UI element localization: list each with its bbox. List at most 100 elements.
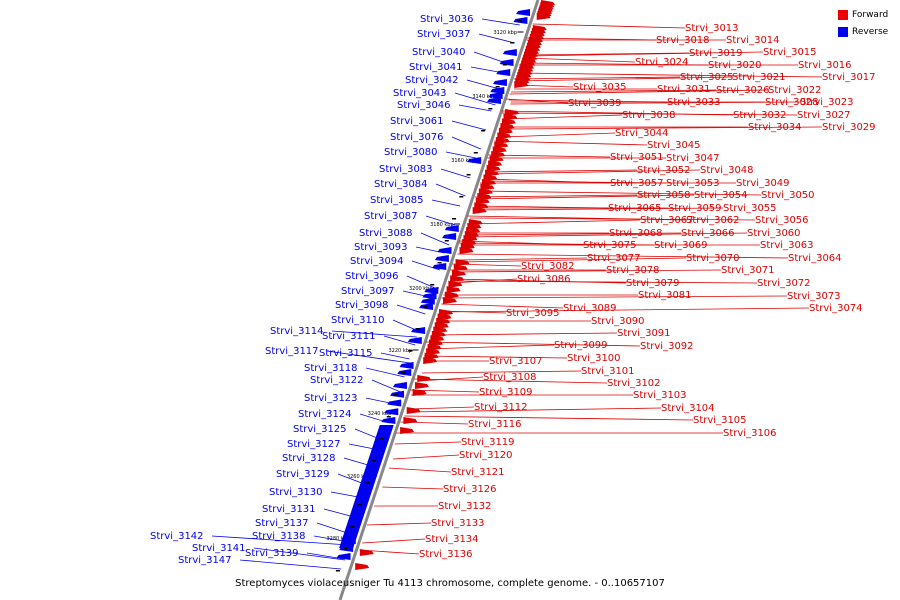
forward-gene-label: Strvi_3029	[822, 122, 876, 133]
forward-gene-label: Strvi_3016	[798, 60, 852, 71]
reverse-gene-label: Strvi_3110	[331, 315, 385, 326]
forward-gene-label: Strvi_3134	[425, 534, 479, 545]
forward-leader-line	[409, 407, 662, 413]
reverse-gene-glyph	[411, 327, 426, 334]
reverse-gene-label: Strvi_3142	[150, 531, 204, 542]
reverse-gene-label: Strvi_3043	[393, 88, 447, 99]
reverse-leader-line	[380, 352, 410, 360]
reverse-leader-line	[326, 350, 411, 364]
forward-gene-glyph	[501, 118, 516, 126]
forward-leader-line	[457, 253, 789, 259]
reverse-gene-glyph	[407, 337, 422, 344]
forward-gene-label: Strvi_3121	[451, 467, 505, 478]
reverse-gene-label: Strvi_3138	[252, 531, 306, 542]
reverse-gene-glyph	[392, 382, 407, 389]
axis-tick-label: 3240 kbp	[368, 411, 392, 417]
axis-tick-label: 3200 kbp	[409, 286, 433, 292]
reverse-leader-line	[435, 183, 466, 197]
axis-marker	[379, 438, 384, 440]
reverse-gene-label: Strvi_3036	[420, 14, 474, 25]
forward-gene-label: Strvi_3017	[822, 72, 876, 83]
reverse-gene-glyph	[432, 263, 447, 270]
reverse-gene-glyph	[492, 79, 507, 86]
forward-gene-glyph	[488, 160, 503, 168]
forward-leader-line	[472, 207, 724, 211]
reverse-gene-label: Strvi_3085	[370, 195, 424, 206]
forward-leader-line	[394, 441, 462, 445]
forward-gene-label: Strvi_3106	[723, 428, 777, 439]
forward-gene-label: Strvi_3089	[563, 303, 617, 314]
forward-gene-glyph	[494, 141, 509, 149]
forward-gene-glyph	[355, 563, 370, 570]
reverse-leader-line	[396, 304, 426, 315]
forward-gene-label: Strvi_3086	[517, 274, 571, 285]
forward-gene-glyph	[359, 549, 374, 556]
reverse-gene-label: Strvi_3128	[282, 453, 336, 464]
forward-leader-line	[404, 415, 694, 421]
reverse-gene-label: Strvi_3096	[345, 271, 399, 282]
forward-gene-label: Strvi_3032	[733, 110, 787, 121]
reverse-leader-line	[425, 215, 455, 226]
forward-label: Forward	[852, 10, 889, 20]
forward-gene-glyph	[455, 259, 470, 266]
axis-marker	[517, 20, 522, 22]
forward-gene-label: Strvi_3072	[757, 278, 811, 289]
axis-marker	[488, 108, 493, 110]
axis-marker	[364, 482, 369, 484]
forward-gene-label: Strvi_3109	[479, 387, 533, 398]
forward-leader-line	[441, 295, 788, 299]
forward-leader-line	[487, 169, 701, 175]
forward-gene-label: Strvi_3099	[554, 340, 608, 351]
axis-marker	[466, 174, 471, 176]
forward-gene-label: Strvi_3031	[657, 84, 711, 95]
reverse-gene-block	[339, 425, 394, 548]
forward-gene-label: Strvi_3035	[573, 82, 627, 93]
forward-gene-label: Strvi_3050	[761, 190, 815, 201]
reverse-gene-label: Strvi_3061	[390, 116, 444, 127]
forward-gene-label: Strvi_3056	[755, 215, 809, 226]
forward-gene-glyph	[451, 269, 466, 277]
reverse-leader-line	[478, 33, 515, 44]
axis-marker	[473, 152, 478, 154]
forward-gene-glyph	[497, 132, 512, 140]
reverse-gene-glyph	[496, 69, 511, 76]
forward-leader-line	[388, 467, 452, 473]
forward-leader-line	[458, 257, 588, 261]
forward-gene-glyph	[444, 291, 459, 299]
forward-leader-line	[476, 194, 695, 200]
forward-leader-line	[465, 232, 748, 238]
forward-gene-glyph	[450, 275, 465, 283]
axis-marker	[415, 328, 420, 330]
forward-gene-label: Strvi_3013	[685, 23, 739, 34]
forward-leader-line	[500, 132, 616, 138]
forward-leader-line	[425, 344, 555, 350]
forward-gene-glyph	[443, 297, 457, 304]
reverse-gene-label: Strvi_3088	[359, 228, 413, 239]
reverse-gene-label: Strvi_3130	[269, 487, 323, 498]
forward-gene-label: Strvi_3102	[607, 378, 661, 389]
forward-gene-glyph	[417, 375, 432, 382]
forward-leader-line	[475, 194, 638, 198]
reverse-gene-glyph	[381, 417, 396, 424]
forward-gene-label: Strvi_3023	[800, 97, 854, 108]
axis-marker	[430, 284, 435, 286]
reverse-gene-glyph	[467, 157, 482, 164]
reverse-gene-label: Strvi_3046	[397, 100, 451, 111]
forward-gene-glyph	[412, 389, 427, 396]
forward-gene-label: Strvi_3054	[694, 190, 748, 201]
reverse-gene-glyph	[434, 255, 449, 262]
forward-leader-line	[421, 370, 582, 374]
axis-marker	[481, 130, 486, 132]
reverse-leader-line	[371, 379, 401, 393]
forward-gene-glyph	[459, 247, 474, 254]
forward-leader-line	[441, 303, 564, 309]
forward-leader-line	[441, 310, 507, 314]
forward-gene-label: Strvi_3022	[768, 85, 822, 96]
forward-gene-label: Strvi_3069	[654, 240, 708, 251]
forward-leader-line	[467, 232, 682, 236]
forward-gene-glyph	[453, 264, 468, 272]
reverse-gene-label: Strvi_3124	[298, 409, 352, 420]
forward-gene-glyph	[495, 137, 510, 144]
forward-leader-line	[485, 169, 638, 173]
legend-forward: Forward	[838, 8, 898, 22]
